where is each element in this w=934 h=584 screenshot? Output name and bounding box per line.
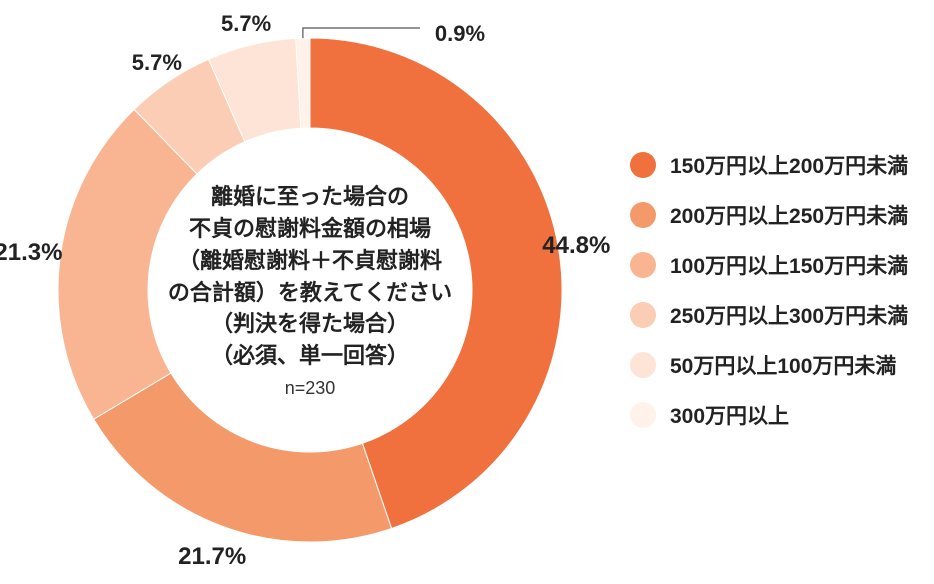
legend-swatch [630, 202, 656, 228]
slice-percent-label: 44.8% [542, 232, 610, 260]
legend-swatch [630, 152, 656, 178]
legend-swatch [630, 402, 656, 428]
slice-percent-label: 21.3% [0, 239, 62, 267]
legend-label: 200万円以上250万円未満 [670, 200, 908, 230]
legend-swatch [630, 252, 656, 278]
donut-chart: 離婚に至った場合の 不貞の慰謝料金額の相場 （離婚慰謝料＋不貞慰謝料 の合計額）… [40, 20, 580, 560]
legend-item: 300万円以上 [630, 400, 908, 430]
slice-percent-label: 0.9% [435, 21, 485, 47]
legend-swatch [630, 302, 656, 328]
legend-label: 250万円以上300万円未満 [670, 300, 908, 330]
slice-percent-label: 5.7% [132, 50, 182, 76]
legend-item: 150万円以上200万円未満 [630, 150, 908, 180]
legend-item: 50万円以上100万円未満 [630, 350, 908, 380]
legend-item: 100万円以上150万円未満 [630, 250, 908, 280]
legend-label: 300万円以上 [670, 400, 789, 430]
legend: 150万円以上200万円未満 200万円以上250万円未満 100万円以上150… [630, 150, 908, 430]
slice-percent-label: 21.7% [178, 543, 246, 571]
legend-label: 50万円以上100万円未満 [670, 350, 896, 380]
legend-label: 150万円以上200万円未満 [670, 150, 908, 180]
legend-swatch [630, 352, 656, 378]
legend-item: 200万円以上250万円未満 [630, 200, 908, 230]
stage: 離婚に至った場合の 不貞の慰謝料金額の相場 （離婚慰謝料＋不貞慰謝料 の合計額）… [0, 0, 934, 584]
legend-item: 250万円以上300万円未満 [630, 300, 908, 330]
donut-svg [40, 20, 580, 560]
legend-label: 100万円以上150万円未満 [670, 250, 908, 280]
slice-percent-label: 5.7% [221, 11, 271, 37]
